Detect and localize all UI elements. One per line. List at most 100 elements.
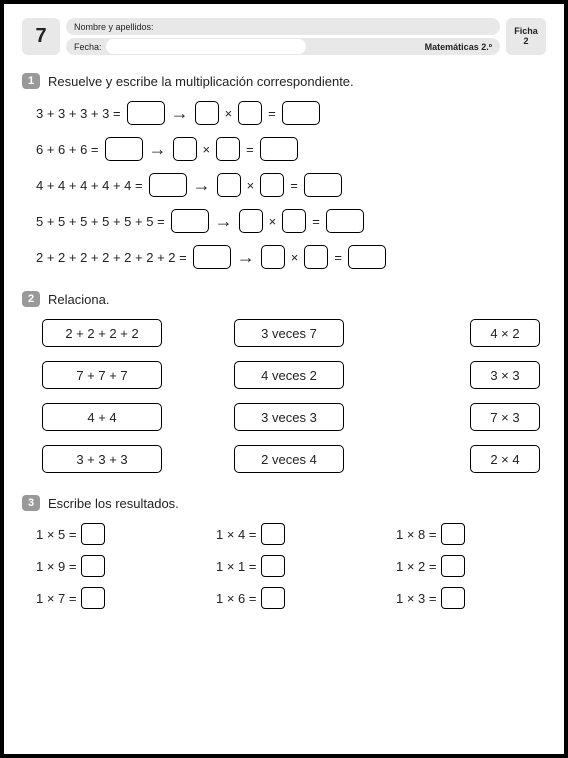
- addition-expression: 2 + 2 + 2 + 2 + 2 + 2 + 2 =: [36, 250, 187, 265]
- sum-answer-box[interactable]: [193, 245, 231, 269]
- factor-box-2[interactable]: [282, 209, 306, 233]
- match-card-addition[interactable]: 2 + 2 + 2 + 2: [42, 319, 162, 347]
- sum-answer-box[interactable]: [127, 101, 165, 125]
- match-card-words[interactable]: 3 veces 7: [234, 319, 344, 347]
- equation-row: 4 + 4 + 4 + 4 + 4 = → × =: [22, 173, 546, 197]
- arrow-icon: →: [237, 248, 255, 266]
- ficha-number: 2: [523, 37, 528, 47]
- result-answer-box[interactable]: [261, 587, 285, 609]
- multiplication-expression: 1 × 4 =: [216, 527, 256, 542]
- multiplication-expression: 1 × 3 =: [396, 591, 436, 606]
- badge-3: 3: [22, 495, 40, 511]
- product-answer-box[interactable]: [260, 137, 298, 161]
- worksheet-header: 7 Nombre y apellidos: Fecha: Matemáticas…: [22, 18, 546, 55]
- factor-box-2[interactable]: [304, 245, 328, 269]
- factor-box-1[interactable]: [239, 209, 263, 233]
- section-1-text: Resuelve y escribe la multiplicación cor…: [48, 74, 354, 89]
- factor-box-2[interactable]: [238, 101, 262, 125]
- result-answer-box[interactable]: [261, 555, 285, 577]
- result-item: 1 × 5 =: [36, 523, 186, 545]
- sum-answer-box[interactable]: [171, 209, 209, 233]
- multiplication-expression: 1 × 6 =: [216, 591, 256, 606]
- result-item: 1 × 9 =: [36, 555, 186, 577]
- multiplication-expression: 1 × 9 =: [36, 559, 76, 574]
- name-label: Nombre y apellidos:: [74, 22, 154, 32]
- sum-answer-box[interactable]: [105, 137, 143, 161]
- arrow-icon: →: [193, 176, 211, 194]
- multiplication-expression: 1 × 5 =: [36, 527, 76, 542]
- badge-1: 1: [22, 73, 40, 89]
- factor-box-1[interactable]: [173, 137, 197, 161]
- equation-row: 2 + 2 + 2 + 2 + 2 + 2 + 2 = → × =: [22, 245, 546, 269]
- arrow-icon: →: [149, 140, 167, 158]
- equals-sign: =: [290, 178, 298, 193]
- date-field[interactable]: Fecha: Matemáticas 2.º: [66, 38, 500, 55]
- section-2-text: Relaciona.: [48, 292, 109, 307]
- arrow-icon: →: [171, 104, 189, 122]
- equation-row: 6 + 6 + 6 =→×=: [22, 137, 546, 161]
- ficha-badge: Ficha 2: [506, 18, 546, 55]
- name-field[interactable]: Nombre y apellidos:: [66, 18, 500, 35]
- factor-box-1[interactable]: [217, 173, 241, 197]
- addition-expression: 4 + 4 + 4 + 4 + 4 =: [36, 178, 143, 193]
- multiply-sign: ×: [291, 250, 299, 265]
- match-card-product[interactable]: 7 × 3: [470, 403, 540, 431]
- result-item: 1 × 4 =: [216, 523, 366, 545]
- equals-sign: =: [246, 142, 254, 157]
- multiplication-expression: 1 × 1 =: [216, 559, 256, 574]
- factor-box-2[interactable]: [216, 137, 240, 161]
- subject-label: Matemáticas 2.º: [425, 42, 492, 52]
- result-answer-box[interactable]: [81, 523, 105, 545]
- result-answer-box[interactable]: [441, 587, 465, 609]
- result-item: 1 × 6 =: [216, 587, 366, 609]
- page-number: 7: [22, 18, 60, 55]
- header-fields: Nombre y apellidos: Fecha: Matemáticas 2…: [66, 18, 500, 55]
- result-answer-box[interactable]: [81, 555, 105, 577]
- date-input-area[interactable]: [106, 39, 306, 54]
- section-1-title: 1 Resuelve y escribe la multiplicación c…: [22, 73, 546, 89]
- section-3: 3 Escribe los resultados. 1 × 5 = 1 × 4 =…: [22, 495, 546, 609]
- match-card-addition[interactable]: 4 + 4: [42, 403, 162, 431]
- match-card-addition[interactable]: 7 + 7 + 7: [42, 361, 162, 389]
- section-1: 1 Resuelve y escribe la multiplicación c…: [22, 73, 546, 269]
- result-answer-box[interactable]: [441, 555, 465, 577]
- product-answer-box[interactable]: [326, 209, 364, 233]
- badge-2: 2: [22, 291, 40, 307]
- match-card-words[interactable]: 3 veces 3: [234, 403, 344, 431]
- result-item: 1 × 8 =: [396, 523, 546, 545]
- result-answer-box[interactable]: [261, 523, 285, 545]
- result-item: 1 × 1 =: [216, 555, 366, 577]
- arrow-icon: →: [215, 212, 233, 230]
- result-answer-box[interactable]: [81, 587, 105, 609]
- equals-sign: =: [312, 214, 320, 229]
- multiply-sign: ×: [225, 106, 233, 121]
- match-card-words[interactable]: 4 veces 2: [234, 361, 344, 389]
- addition-expression: 6 + 6 + 6 =: [36, 142, 99, 157]
- equation-row: 5 + 5 + 5 + 5 + 5 + 5 =→×=: [22, 209, 546, 233]
- factor-box-1[interactable]: [195, 101, 219, 125]
- product-answer-box[interactable]: [348, 245, 386, 269]
- addition-expression: 5 + 5 + 5 + 5 + 5 + 5 =: [36, 214, 165, 229]
- section-2-title: 2 Relaciona.: [22, 291, 546, 307]
- factor-box-2[interactable]: [260, 173, 284, 197]
- product-answer-box[interactable]: [282, 101, 320, 125]
- section-3-title: 3 Escribe los resultados.: [22, 495, 546, 511]
- date-label: Fecha:: [74, 42, 102, 52]
- result-item: 1 × 2 =: [396, 555, 546, 577]
- match-card-product[interactable]: 3 × 3: [470, 361, 540, 389]
- match-card-words[interactable]: 2 veces 4: [234, 445, 344, 473]
- multiplication-expression: 1 × 2 =: [396, 559, 436, 574]
- equation-row: 3 + 3 + 3 + 3 =→×=: [22, 101, 546, 125]
- equals-sign: =: [334, 250, 342, 265]
- multiply-sign: ×: [247, 178, 255, 193]
- factor-box-1[interactable]: [261, 245, 285, 269]
- multiplication-expression: 1 × 7 =: [36, 591, 76, 606]
- match-card-product[interactable]: 4 × 2: [470, 319, 540, 347]
- result-answer-box[interactable]: [441, 523, 465, 545]
- sum-answer-box[interactable]: [149, 173, 187, 197]
- result-item: 1 × 3 =: [396, 587, 546, 609]
- match-card-addition[interactable]: 3 + 3 + 3: [42, 445, 162, 473]
- addition-expression: 3 + 3 + 3 + 3 =: [36, 106, 121, 121]
- match-card-product[interactable]: 2 × 4: [470, 445, 540, 473]
- product-answer-box[interactable]: [304, 173, 342, 197]
